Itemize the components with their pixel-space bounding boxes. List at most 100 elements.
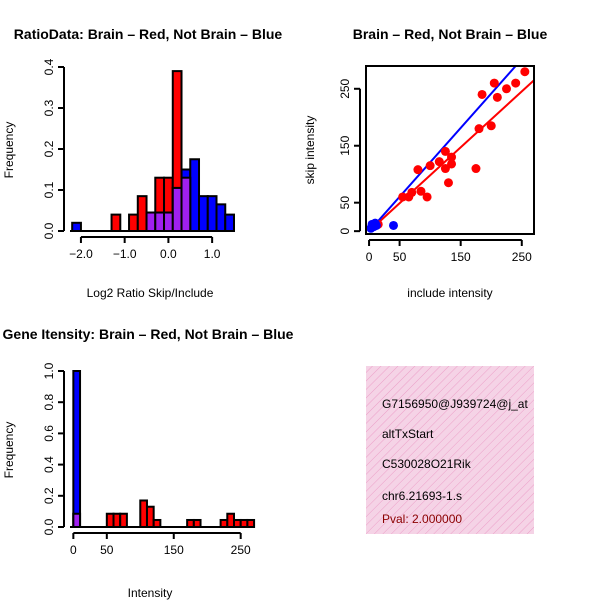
ratio-bar-brain xyxy=(128,213,139,233)
intensity-bar-brain xyxy=(152,518,162,528)
scatter-point-brain xyxy=(520,67,530,77)
intensity-bar-brain xyxy=(112,512,122,528)
info-box-text-clip: G7156950@J939724@j_at altTxStart C530028… xyxy=(382,397,528,526)
scatter-point-brain xyxy=(434,157,444,167)
intensity-axes: 0 50 150 250 0.0 0.2 0.4 0.6 0.8 1.0 xyxy=(42,362,251,557)
scatter-y-axis-label: skip intensity xyxy=(303,116,317,185)
scatter-point-not-brain xyxy=(388,220,398,230)
ratio-bar-overlap xyxy=(163,211,174,233)
scatter-point-brain xyxy=(511,78,521,88)
scatter-axes: 0 50 150 250 0 50 150 250 xyxy=(338,65,535,264)
scatter-point-brain xyxy=(502,84,512,94)
gene-intensity-histogram-panel: Gene Itensity: Brain – Red, Not Brain – … xyxy=(2,326,294,600)
intensity-bar-brain xyxy=(239,518,249,528)
ratio-x-tick-label: −2.0 xyxy=(69,247,93,261)
ratio-y-axis-label: Frequency xyxy=(2,122,16,179)
scatter-point-brain xyxy=(471,164,481,174)
intensity-x-tick-label: 150 xyxy=(164,543,184,557)
ratio-bar-brain xyxy=(110,213,122,233)
ratio-bar-brain xyxy=(136,195,148,232)
scatter-y-tick-label: 0 xyxy=(338,227,352,234)
intensity-x-tick-label: 0 xyxy=(70,543,77,557)
ratio-y-tick-label: 0.1 xyxy=(42,181,56,198)
ratio-x-tick-label: 0.0 xyxy=(160,247,177,261)
ratio-bar-not-brain xyxy=(224,213,235,233)
scatter-x-tick-label: 250 xyxy=(512,250,532,264)
info-box-background xyxy=(366,366,534,534)
scatter-point-brain xyxy=(492,92,502,102)
ratio-bar-not-brain xyxy=(198,195,209,232)
intensity-bar-brain xyxy=(192,518,202,528)
scatter-point-brain xyxy=(407,187,417,197)
info-pval: Pval: 2.000000 xyxy=(382,512,462,526)
scatter-point-brain xyxy=(425,161,435,171)
intensity-x-tick-label: 50 xyxy=(100,543,114,557)
scatter-x-tick-label: 0 xyxy=(366,250,373,264)
info-locus: chr6.21693-1.s xyxy=(382,489,462,503)
intensity-y-tick-label: 0.4 xyxy=(42,456,56,473)
scatter-point-brain xyxy=(447,159,457,169)
ratio-x-tick-label: −1.0 xyxy=(113,247,137,261)
ratio-bar-not-brain xyxy=(189,158,201,232)
ratio-y-tick-label: 0.0 xyxy=(42,222,56,239)
ratio-bar-overlap xyxy=(154,211,166,233)
scatter-x-tick-label: 50 xyxy=(393,250,407,264)
ratio-bar-overlap xyxy=(180,176,192,232)
scatter-plot-frame xyxy=(365,65,535,235)
intensity-bar-brain xyxy=(233,518,242,528)
scatter-point-brain xyxy=(413,165,423,175)
ratio-chart-title: RatioData: Brain – Red, Not Brain – Blue xyxy=(14,26,283,42)
intensity-bar-brain xyxy=(119,512,128,528)
info-gene-name: C530028O21Rik xyxy=(382,457,472,471)
intensity-y-tick-label: 0.8 xyxy=(42,394,56,411)
scatter-x-tick-label: 150 xyxy=(451,250,471,264)
info-event-id: G7156950@J939724@j_at xyxy=(382,397,528,411)
scatter-point-brain xyxy=(416,186,426,196)
intensity-bar-brain xyxy=(219,518,229,528)
scatter-y-tick-label: 150 xyxy=(338,135,352,155)
intensity-x-tick-label: 250 xyxy=(231,543,251,557)
intensity-chart-title: Gene Itensity: Brain – Red, Not Brain – … xyxy=(3,326,294,342)
ratio-bar-not-brain xyxy=(206,195,218,232)
scatter-y-tick-label: 50 xyxy=(338,196,352,210)
intensity-bar-not-brain xyxy=(72,370,82,528)
ratio-x-axis-label: Log2 Ratio Skip/Include xyxy=(87,286,214,300)
intensity-bar-brain xyxy=(246,518,256,528)
scatter-point-brain xyxy=(447,152,457,162)
ratio-bar-not-brain xyxy=(215,203,227,233)
scatter-point-brain xyxy=(440,146,450,156)
intensity-y-axis-label: Frequency xyxy=(2,422,16,479)
intensity-x-axis-label: Intensity xyxy=(128,586,173,600)
intensity-bar-brain xyxy=(139,499,148,529)
intensity-y-tick-label: 1.0 xyxy=(42,362,56,379)
intensity-scatter-panel: Brain – Red, Not Brain – Blue 0 50 150 2500… xyxy=(303,26,547,300)
scatter-y-tick-label: 250 xyxy=(338,78,352,98)
intensity-bar-brain xyxy=(226,512,235,528)
ratio-axes: −2.0 −1.0 0.0 1.0 0.0 0.1 0.2 0.3 0.4 xyxy=(42,58,221,261)
intensity-y-tick-label: 0.6 xyxy=(42,425,56,442)
intensity-bar-brain xyxy=(145,505,155,529)
ratio-y-tick-label: 0.3 xyxy=(42,99,56,116)
ratio-bar-not-brain xyxy=(71,221,82,233)
intensity-y-tick-label: 0.2 xyxy=(42,487,56,504)
intensity-bar-brain xyxy=(105,512,115,528)
scatter-point-brain xyxy=(477,89,487,99)
intensity-bar-overlap xyxy=(72,512,82,528)
scatter-x-axis-label: include intensity xyxy=(407,286,492,300)
scatter-point-not-brain xyxy=(371,220,381,230)
scatter-point-brain xyxy=(474,124,484,134)
scatter-chart-title: Brain – Red, Not Brain – Blue xyxy=(353,26,548,42)
ratio-bars xyxy=(70,70,235,233)
scatter-point-brain xyxy=(422,192,432,202)
info-event-type: altTxStart xyxy=(382,427,434,441)
intensity-bars xyxy=(70,370,256,529)
scatter-points xyxy=(366,67,530,233)
ratio-bar-overlap xyxy=(145,211,157,233)
scatter-point-brain xyxy=(489,78,499,88)
intensity-y-tick-label: 0.0 xyxy=(42,518,56,535)
scatter-point-brain xyxy=(486,121,496,131)
ratio-y-tick-label: 0.4 xyxy=(42,58,56,75)
ratio-bar-overlap xyxy=(171,186,183,232)
ratio-histogram-panel: RatioData: Brain – Red, Not Brain – Blue… xyxy=(2,26,282,300)
